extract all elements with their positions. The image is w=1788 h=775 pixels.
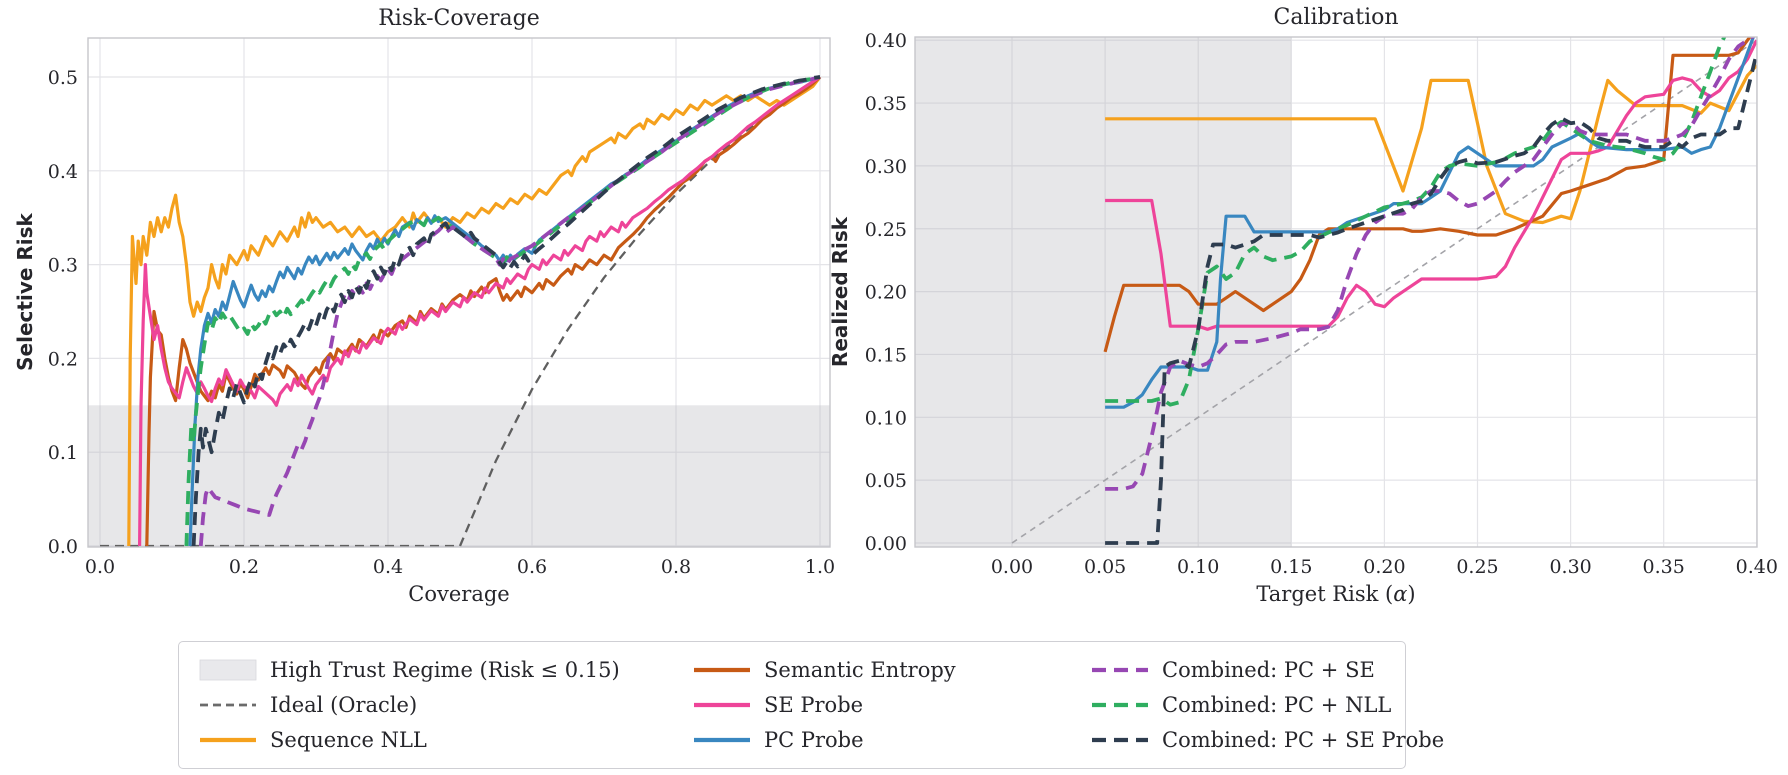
y-tick-label: 0.20: [865, 282, 907, 304]
series-sequence_nll: [127, 76, 822, 547]
legend-item-combined-pc-se-probe: Combined: PC + SE Probe: [1091, 723, 1444, 758]
high-trust-region: [915, 37, 1292, 547]
series-combined_pc_se_probe: [1105, 52, 1757, 545]
legend: High Trust Regime (Risk ≤ 0.15) Ideal (O…: [178, 641, 1444, 769]
x-tick-label: 0.05: [1084, 556, 1126, 578]
x-axis-label: Coverage: [408, 582, 509, 606]
y-tick-label: 0.00: [865, 533, 907, 555]
legend-label: Combined: PC + NLL: [1162, 692, 1392, 717]
series-group: [1011, 37, 1757, 545]
series-combined_pc_se_probe: [191, 75, 821, 547]
sequence-nll-line-swatch: [200, 738, 256, 743]
y-tick-label: 0.35: [865, 93, 907, 115]
legend-item-sequence-nll: Sequence NLL: [199, 723, 693, 758]
plot-title: Risk-Coverage: [378, 6, 540, 31]
high-trust-band-swatch: [199, 659, 257, 681]
legend-label: Semantic Entropy: [764, 657, 956, 682]
x-tick-label: 0.6: [517, 556, 547, 578]
x-tick-label: 0.35: [1643, 556, 1685, 578]
x-tick-label: 0.15: [1270, 556, 1312, 578]
series-oracle: [100, 76, 821, 547]
x-tick-label: 0.10: [1177, 556, 1219, 578]
y-axis-label: Realized Risk: [828, 216, 852, 367]
legend-label: Ideal (Oracle): [270, 692, 418, 717]
x-tick-label: 0.25: [1456, 556, 1498, 578]
y-tick-label: 0.2: [48, 348, 78, 370]
y-tick-label: 0.4: [48, 161, 78, 183]
y-tick-label: 0.30: [865, 156, 907, 178]
legend-label: SE Probe: [764, 692, 864, 717]
x-tick-label: 0.4: [373, 556, 403, 578]
legend-item-pc-probe: PC Probe: [693, 723, 1091, 758]
series-se_probe: [1105, 39, 1757, 331]
legend-item-se-probe: SE Probe: [693, 687, 1091, 722]
semantic-entropy-line-swatch: [694, 667, 750, 672]
y-tick-label: 0.0: [48, 536, 78, 558]
high-trust-region: [88, 405, 830, 547]
y-tick-label: 0.5: [48, 67, 78, 89]
series-se_probe: [138, 75, 821, 547]
oracle-line-swatch: [200, 703, 256, 707]
x-tick-label: 0.30: [1549, 556, 1591, 578]
x-tick-label: 0.00: [991, 556, 1033, 578]
combined-pc-se-probe-line-swatch: [1092, 738, 1148, 743]
legend-label: PC Probe: [764, 728, 864, 753]
y-tick-label: 0.3: [48, 255, 78, 277]
legend-label: Sequence NLL: [270, 728, 427, 753]
legend-item-combined-pc-se: Combined: PC + SE: [1091, 652, 1444, 687]
y-tick-label: 0.25: [865, 219, 907, 241]
series-combined_pc_nll: [1105, 37, 1727, 407]
se-probe-line-swatch: [694, 702, 750, 708]
pc-probe-line-swatch: [694, 738, 750, 743]
x-tick-label: 0.40: [1736, 556, 1778, 578]
legend-item-semantic-entropy: Semantic Entropy: [693, 652, 1091, 687]
y-tick-label: 0.10: [865, 407, 907, 429]
y-tick-label: 0.40: [865, 30, 907, 52]
x-tick-label: 0.8: [661, 556, 691, 578]
x-tick-label: 0.2: [229, 556, 259, 578]
combined-pc-se-line-swatch: [1092, 667, 1148, 672]
plot-frame: [914, 36, 1758, 548]
series-combined_pc_se: [1105, 37, 1756, 491]
series-diagonal: [1011, 39, 1757, 544]
x-tick-label: 1.0: [805, 556, 835, 578]
legend-label: Combined: PC + SE: [1162, 657, 1375, 682]
y-tick-label: 0.15: [865, 344, 907, 366]
x-axis-label: Target Risk (α): [1256, 582, 1415, 606]
legend-item-combined-pc-nll: Combined: PC + NLL: [1091, 687, 1444, 722]
legend-item-ideal-oracle: Ideal (Oracle): [199, 687, 693, 722]
x-tick-label: 0.20: [1363, 556, 1405, 578]
series-group: [100, 75, 822, 547]
legend-item-high-trust: High Trust Regime (Risk ≤ 0.15): [199, 652, 693, 687]
legend-label: Combined: PC + SE Probe: [1162, 728, 1445, 753]
x-tick-label: 0.0: [85, 556, 115, 578]
plot-frame: [87, 37, 831, 548]
y-tick-label: 0.1: [48, 442, 78, 464]
patch-swatch-shape: [199, 659, 257, 681]
y-axis-label: Selective Risk: [13, 212, 37, 370]
legend-label: High Trust Regime (Risk ≤ 0.15): [270, 657, 620, 682]
plot-title: Calibration: [1273, 5, 1398, 30]
combined-pc-nll-line-swatch: [1092, 702, 1148, 708]
y-tick-label: 0.05: [865, 470, 907, 492]
